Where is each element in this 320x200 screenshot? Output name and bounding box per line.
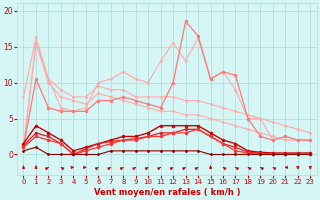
X-axis label: Vent moyen/en rafales ( km/h ): Vent moyen/en rafales ( km/h ) — [94, 188, 240, 197]
